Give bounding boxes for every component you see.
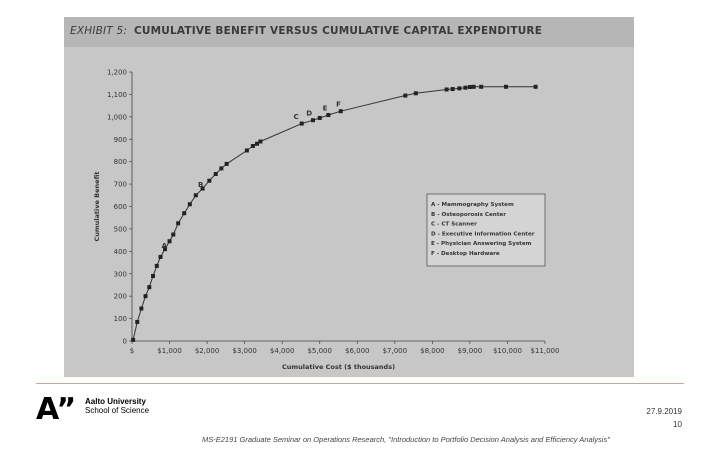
annotation-e: E <box>323 105 328 113</box>
annotation-d: D <box>306 109 312 117</box>
y-tick-label: 200 <box>114 293 127 301</box>
school-name: School of Science <box>85 406 150 415</box>
slide-number: 10 <box>673 420 682 429</box>
x-tick-label: $9,000 <box>458 347 483 355</box>
exhibit-title: EXHIBIT 5: CUMULATIVE BENEFIT VERSUS CUM… <box>70 25 542 37</box>
y-tick-label: 100 <box>114 315 127 323</box>
x-tick-label: $1,000 <box>157 347 182 355</box>
exhibit-title-text: CUMULATIVE BENEFIT VERSUS CUMULATIVE CAP… <box>133 25 543 37</box>
exhibit-figure: EXHIBIT 5: CUMULATIVE BENEFIT VERSUS CUM… <box>64 17 634 377</box>
y-tick-label: 700 <box>114 181 127 189</box>
data-point <box>338 109 343 114</box>
data-point <box>207 178 212 183</box>
y-tick-label: 600 <box>114 203 127 211</box>
data-point <box>171 232 176 237</box>
y-tick-label: 300 <box>114 270 127 278</box>
x-axis-label: Cumulative Cost ($ thousands) <box>282 363 395 371</box>
x-tick-label: $8,000 <box>420 347 445 355</box>
data-point <box>450 87 455 92</box>
data-point <box>413 91 418 96</box>
data-point <box>471 84 476 89</box>
data-point <box>457 86 462 91</box>
y-tick-label: 500 <box>114 225 127 233</box>
legend-entry: D - Executive Information Center <box>431 231 535 237</box>
x-tick-label: $10,000 <box>493 347 522 355</box>
legend-entry: B - Osteoporosis Center <box>431 212 506 218</box>
exhibit-header: EXHIBIT 5: CUMULATIVE BENEFIT VERSUS CUM… <box>64 17 634 47</box>
data-point <box>244 148 249 153</box>
data-point <box>258 139 263 144</box>
slide-date: 27.9.2019 <box>646 407 682 416</box>
data-point <box>139 306 144 311</box>
aalto-logo-icon: A” <box>36 392 77 427</box>
x-tick-label: $7,000 <box>383 347 408 355</box>
data-point <box>163 247 168 252</box>
data-point <box>158 254 163 259</box>
data-point <box>147 285 152 290</box>
data-point <box>224 161 229 166</box>
y-tick-label: 900 <box>114 136 127 144</box>
data-point <box>182 211 187 216</box>
data-point <box>135 319 140 324</box>
legend-entry: F - Desktop Hardware <box>431 251 500 257</box>
x-tick-label: $6,000 <box>345 347 370 355</box>
data-point <box>310 118 315 123</box>
legend-entry: C - CT Scanner <box>431 222 477 228</box>
data-point <box>533 84 538 89</box>
data-point <box>250 143 255 148</box>
data-point <box>176 221 181 226</box>
data-point <box>213 171 218 176</box>
y-tick-label: 800 <box>114 158 127 166</box>
annotation-a: A <box>162 242 168 250</box>
data-point <box>143 294 148 299</box>
data-point <box>403 93 408 98</box>
data-point <box>154 263 159 268</box>
x-tick-label: $11,000 <box>531 347 560 355</box>
y-tick-label: 1,000 <box>107 113 127 121</box>
data-point <box>299 121 304 126</box>
data-point <box>317 115 322 120</box>
y-tick-label: 1,100 <box>107 91 127 99</box>
data-point <box>167 239 172 244</box>
data-point <box>467 85 472 90</box>
data-point <box>187 202 192 207</box>
x-tick-label: $4,000 <box>270 347 295 355</box>
data-point <box>479 84 484 89</box>
footer-citation: MS-E2191 Graduate Seminar on Operations … <box>202 435 610 444</box>
footer-divider <box>36 383 684 384</box>
data-point <box>444 87 449 92</box>
data-point <box>463 85 468 90</box>
university-name: Aalto University <box>85 397 146 406</box>
y-tick-label: 1,200 <box>107 69 127 77</box>
y-tick-label: 0 <box>123 338 127 346</box>
y-tick-label: 400 <box>114 248 127 256</box>
cumulative-chart: 0 100 200 300 400 500 600 700 800 900 1,000 1,100 1,… <box>93 69 560 372</box>
annotation-c: C <box>294 113 299 121</box>
data-point <box>193 193 198 198</box>
annotation-f: F <box>336 101 341 109</box>
x-tick-label: $3,000 <box>232 347 256 355</box>
data-point <box>151 273 156 278</box>
benefit-curve <box>132 86 536 341</box>
x-tick-label: $5,000 <box>307 347 332 355</box>
data-point <box>326 113 331 118</box>
y-axis-label: Cumulative Benefit <box>93 172 101 242</box>
legend-box <box>426 193 546 267</box>
data-point <box>503 84 508 89</box>
data-point <box>131 337 136 342</box>
x-tick-label: $2,000 <box>195 347 220 355</box>
legend-entry: E - Physician Answering System <box>431 241 532 247</box>
annotation-b: B <box>198 181 203 189</box>
data-point <box>255 141 260 146</box>
data-point <box>219 166 224 171</box>
exhibit-label: EXHIBIT 5: <box>70 25 128 37</box>
data-point <box>200 186 205 191</box>
legend-entry: A - Mammography System <box>431 202 514 208</box>
x-tick-label: $ <box>130 347 134 355</box>
